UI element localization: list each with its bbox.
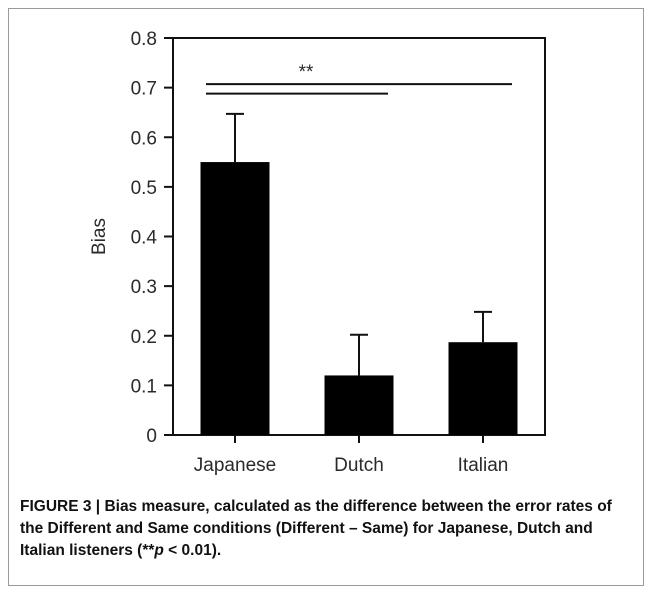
y-tick-label: 0.1	[131, 376, 157, 397]
figure-caption: FIGURE 3 | Bias measure, calculated as t…	[20, 496, 632, 562]
caption-p-rest: < 0.01).	[163, 542, 222, 559]
bar-chart: 0 0.1 0.2 0.3 0.4 0.5 0.6 0.7 0.8 Bias Japanese Dut…	[89, 29, 546, 476]
y-tick-label: 0.8	[131, 29, 157, 50]
caption-text: Bias measure, calculated as the differen…	[20, 498, 612, 559]
x-tick-label: Italian	[458, 455, 509, 476]
y-tick-label: 0.2	[131, 327, 157, 348]
y-tick-label: 0	[146, 426, 157, 447]
bar	[448, 342, 518, 435]
y-tick-label: 0.5	[131, 178, 157, 199]
x-tick-label: Japanese	[194, 455, 276, 476]
significance-marker: **	[299, 62, 314, 83]
figure-panel	[8, 8, 644, 586]
caption-p-symbol: p	[154, 542, 164, 559]
x-tick-label: Dutch	[334, 455, 384, 476]
y-tick-label: 0.7	[131, 79, 157, 100]
bar	[324, 375, 394, 435]
bar	[200, 162, 270, 435]
y-tick-label: 0.4	[131, 228, 158, 249]
y-tick-label: 0.6	[131, 128, 157, 149]
y-tick-label: 0.3	[131, 277, 157, 298]
caption-label: FIGURE 3 |	[20, 498, 105, 515]
y-axis-title: Bias	[89, 218, 110, 255]
